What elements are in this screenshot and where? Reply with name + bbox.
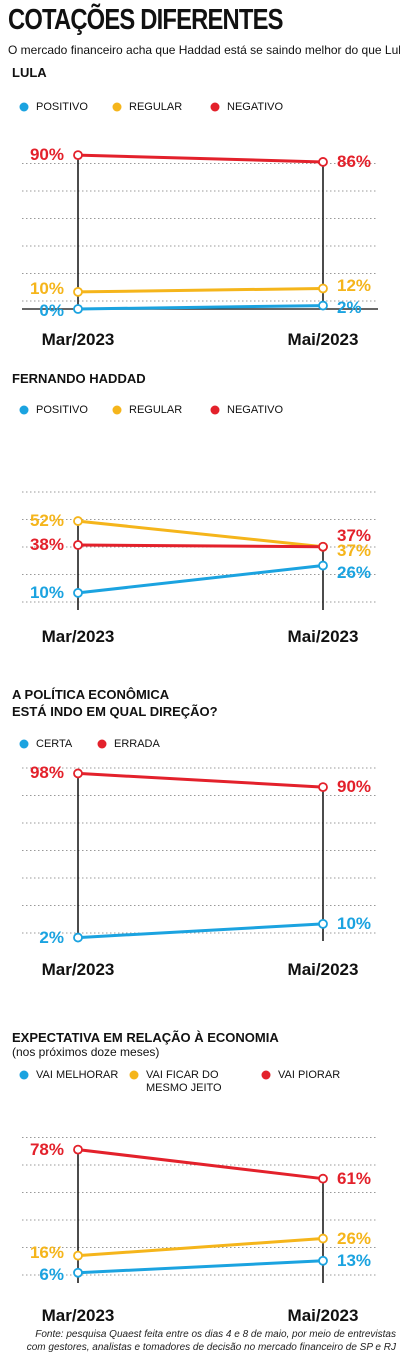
series-line (77, 286, 324, 294)
legend-marker (19, 739, 29, 749)
point (318, 300, 328, 311)
x-tick-label: Mai/2023 (287, 1306, 359, 1325)
point (73, 768, 83, 779)
legend-marker (210, 102, 220, 112)
value-label: 6% (39, 1265, 64, 1285)
chart-title: FERNANDO HADDAD (12, 371, 146, 386)
point (73, 540, 83, 550)
value-label: 90% (29, 145, 64, 165)
value-label: 38% (29, 535, 64, 555)
point (318, 560, 328, 571)
chart-title: LULA (12, 65, 47, 80)
point (318, 157, 328, 167)
series-line (77, 922, 324, 940)
legend-marker (97, 739, 107, 749)
point (318, 541, 328, 552)
series-line (77, 771, 324, 789)
point (318, 1173, 328, 1184)
point (73, 516, 83, 526)
source-note: Fonte: pesquisa Quaest feita entre os di… (26, 1329, 396, 1353)
point (318, 782, 328, 792)
point (318, 1255, 328, 1266)
point (318, 919, 328, 929)
point (73, 1267, 83, 1278)
point (318, 283, 328, 294)
value-label: 78% (29, 1139, 64, 1159)
legend-label: CERTA (36, 738, 73, 750)
value-label: 13% (337, 1250, 372, 1270)
value-label: 26% (337, 1228, 372, 1248)
legend-marker (19, 1070, 29, 1080)
chart-title: EXPECTATIVA EM RELAÇÃO À ECONOMIA (12, 1030, 279, 1045)
point (73, 588, 83, 598)
series-line (77, 519, 324, 549)
chart-title: A POLÍTICA ECONÔMICA ESTÁ INDO EM QUAL D… (12, 687, 218, 719)
value-label: 61% (337, 1168, 372, 1188)
x-tick-label: Mar/2023 (41, 330, 115, 349)
value-label: 37% (337, 525, 372, 545)
series-line (77, 564, 324, 595)
point (73, 286, 83, 297)
legend-label: NEGATIVO (227, 101, 284, 113)
series-line (77, 543, 324, 549)
value-label: 52% (29, 511, 64, 531)
legend-label: REGULAR (129, 404, 183, 416)
value-label: 90% (337, 777, 372, 797)
x-tick-label: Mar/2023 (41, 627, 115, 646)
point (73, 932, 83, 943)
page-subtitle: O mercado financeiro acha que Haddad est… (8, 43, 400, 57)
series-line (77, 1148, 324, 1181)
legend-marker (19, 405, 29, 415)
legend-label: POSITIVO (36, 404, 88, 416)
point (73, 1144, 83, 1155)
chart-subtitle: (nos próximos doze meses) (12, 1045, 160, 1059)
value-label: 10% (337, 913, 372, 933)
value-label: 2% (39, 927, 64, 947)
value-label: 0% (39, 301, 64, 321)
x-tick-label: Mai/2023 (287, 960, 359, 979)
legend-label: VAI PIORAR (278, 1069, 341, 1081)
point (73, 1250, 83, 1261)
series-line (77, 153, 324, 164)
value-label: 2% (337, 298, 362, 318)
value-label: 10% (29, 582, 64, 602)
value-label: 12% (337, 276, 372, 296)
series-line (77, 1237, 324, 1258)
series-line (77, 1259, 324, 1275)
value-label: 26% (337, 562, 372, 582)
x-tick-label: Mar/2023 (41, 960, 115, 979)
legend-label: POSITIVO (36, 101, 88, 113)
legend-marker (19, 102, 29, 112)
legend-marker (112, 405, 122, 415)
x-tick-label: Mai/2023 (287, 330, 359, 349)
legend-label: NEGATIVO (227, 404, 284, 416)
value-label: 10% (29, 279, 64, 299)
x-tick-label: Mar/2023 (41, 1306, 115, 1325)
value-label: 86% (337, 151, 372, 171)
x-tick-label: Mai/2023 (287, 627, 359, 646)
legend-label: REGULAR (129, 101, 183, 113)
legend-marker (112, 102, 122, 112)
legend-marker (210, 405, 220, 415)
legend-marker (261, 1070, 271, 1080)
legend-label: ERRADA (114, 738, 160, 750)
point (73, 304, 83, 314)
value-label: 98% (29, 763, 64, 783)
point (318, 1233, 328, 1244)
legend-label: VAI MELHORAR (36, 1069, 119, 1081)
legend-marker (129, 1070, 139, 1080)
value-label: 37% (337, 540, 372, 560)
series-line (77, 304, 324, 311)
value-label: 16% (29, 1243, 64, 1263)
page-title: COTAÇÕES DIFERENTES (8, 4, 283, 36)
legend-label: VAI FICAR DO MESMO JEITO (146, 1069, 222, 1094)
point (73, 150, 83, 161)
